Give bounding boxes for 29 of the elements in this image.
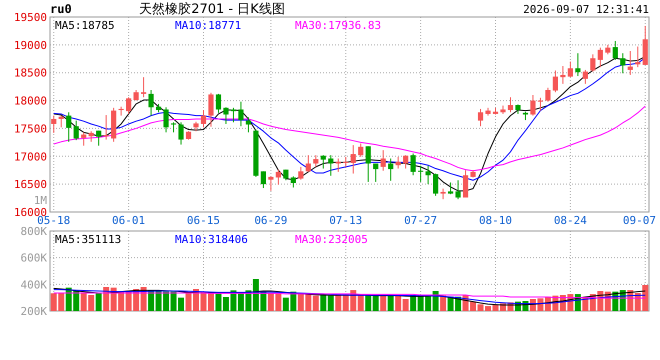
y-tick-label: 19500 <box>14 11 47 24</box>
text: MA30:232005 <box>295 233 368 246</box>
y-tick-label: 18000 <box>14 94 47 108</box>
x-tick-label: 08-10 <box>478 214 512 227</box>
y-tick-label: 18500 <box>14 66 47 80</box>
chart-subtitle: 天然橡胶2701 - 日K线图 <box>139 2 285 17</box>
y-tick-label: 200K <box>20 305 48 318</box>
y-tick-label: 16500 <box>14 178 47 192</box>
x-tick-label: 06-29 <box>254 214 288 227</box>
y-tick-label: 17500 <box>14 122 47 136</box>
text: MA5:351113 <box>55 233 122 246</box>
x-tick-label: 09-07 <box>622 214 656 227</box>
x-tick-label: 08-24 <box>554 214 588 227</box>
y-tick-label: 17000 <box>14 150 47 164</box>
x-tick-label: 07-27 <box>404 214 438 227</box>
x-tick-label: 07-13 <box>329 214 362 227</box>
text: MA10:18771 <box>175 19 242 32</box>
y-tick-label: 19000 <box>14 38 47 52</box>
chart-title: ru0 <box>50 2 72 16</box>
x-tick-label: 06-15 <box>186 214 220 227</box>
text: 2026-09-07 12:31:41 <box>523 3 649 16</box>
text: MA5:18785 <box>55 19 115 32</box>
text: 1M <box>34 194 48 207</box>
y-tick-label: 400K <box>20 278 48 292</box>
y-tick-label: 600K <box>20 252 48 265</box>
y-tick-label: 800K <box>20 225 48 238</box>
x-tick-label: 06-01 <box>112 214 146 227</box>
text: MA10:318406 <box>175 233 248 246</box>
text: MA30:17936.83 <box>295 19 382 32</box>
